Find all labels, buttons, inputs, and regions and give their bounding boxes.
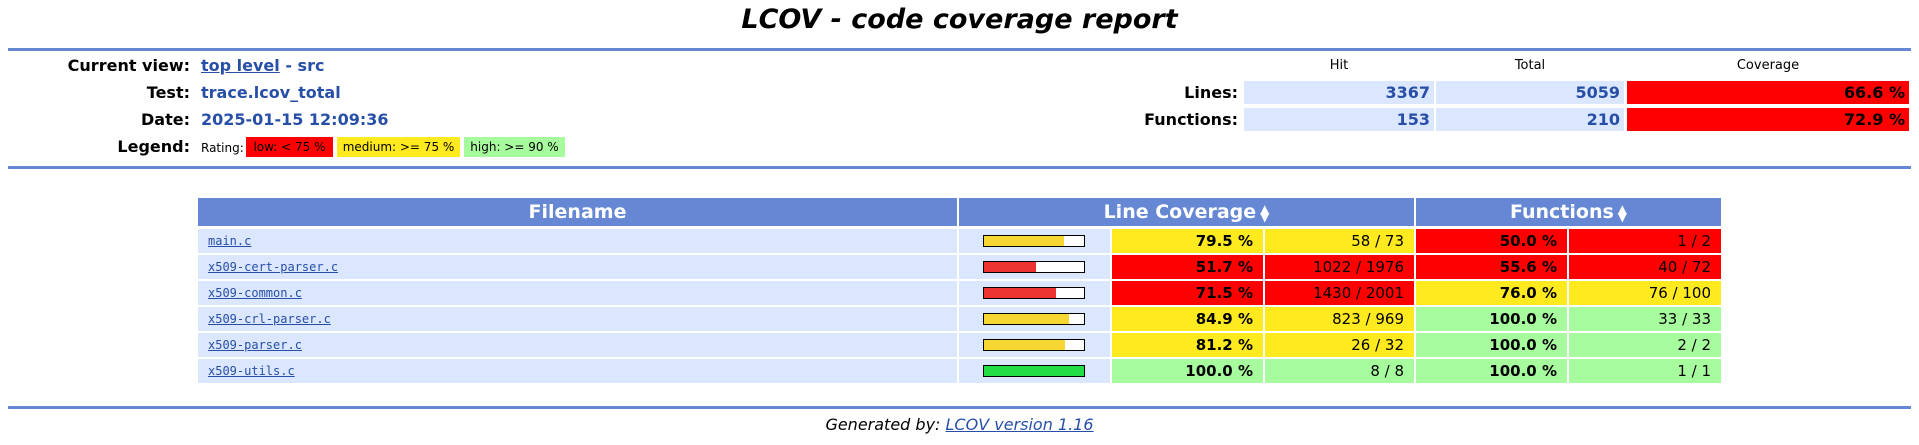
function-coverage-ratio: 1 / 1 bbox=[1569, 359, 1721, 383]
line-coverage-percent: 79.5 % bbox=[1112, 229, 1263, 253]
current-view-path: - src bbox=[279, 56, 325, 75]
coverage-bar bbox=[983, 339, 1085, 351]
function-coverage-percent: 55.6 % bbox=[1416, 255, 1567, 279]
summary-lines-coverage: 66.6 % bbox=[1627, 81, 1909, 104]
file-link[interactable]: x509-cert-parser.c bbox=[208, 260, 339, 274]
coverage-bar bbox=[983, 313, 1085, 325]
line-coverage-percent: 51.7 % bbox=[1112, 255, 1263, 279]
function-coverage-percent: 100.0 % bbox=[1416, 333, 1567, 357]
function-coverage-ratio: 40 / 72 bbox=[1569, 255, 1721, 279]
table-row-filename: x509-crl-parser.c bbox=[198, 307, 957, 331]
lcov-version-link[interactable]: LCOV version 1.16 bbox=[945, 415, 1094, 434]
legend-rating-label: Rating: bbox=[201, 141, 244, 155]
function-coverage-ratio: 1 / 2 bbox=[1569, 229, 1721, 253]
coverage-bar bbox=[983, 365, 1085, 377]
current-view-value: top level - src bbox=[201, 56, 324, 75]
file-link[interactable]: x509-common.c bbox=[208, 286, 302, 300]
page-title: LCOV - code coverage report bbox=[741, 4, 1178, 35]
table-row-filename: x509-parser.c bbox=[198, 333, 957, 357]
coverage-bar-fill bbox=[984, 366, 1084, 376]
sort-icon[interactable]: ▲ ▼ bbox=[1617, 201, 1628, 224]
summary-functions-hit: 153 bbox=[1244, 108, 1434, 131]
filename-header: Filename bbox=[198, 198, 957, 226]
line-coverage-percent: 71.5 % bbox=[1112, 281, 1263, 305]
coverage-bar-cell bbox=[959, 281, 1110, 305]
line-coverage-ratio: 1022 / 1976 bbox=[1265, 255, 1414, 279]
coverage-bar-fill bbox=[984, 340, 1066, 350]
coverage-bar-cell bbox=[959, 255, 1110, 279]
date-label: Date: bbox=[141, 110, 190, 129]
function-coverage-ratio: 33 / 33 bbox=[1569, 307, 1721, 331]
line-coverage-ratio: 26 / 32 bbox=[1265, 333, 1414, 357]
functions-header[interactable]: Functions ▲ ▼ bbox=[1416, 198, 1721, 226]
summary-functions-coverage: 72.9 % bbox=[1627, 108, 1909, 131]
table-row-filename: x509-cert-parser.c bbox=[198, 255, 957, 279]
function-coverage-percent: 100.0 % bbox=[1416, 359, 1567, 383]
coverage-bar-cell bbox=[959, 359, 1110, 383]
file-link[interactable]: x509-utils.c bbox=[208, 364, 295, 378]
line-coverage-header[interactable]: Line Coverage ▲ ▼ bbox=[959, 198, 1414, 226]
functions-header-label: Functions bbox=[1509, 201, 1614, 223]
line-coverage-ratio: 1430 / 2001 bbox=[1265, 281, 1414, 305]
footer: Generated by: LCOV version 1.16 bbox=[0, 415, 1919, 434]
coverage-bar-cell bbox=[959, 229, 1110, 253]
function-coverage-percent: 50.0 % bbox=[1416, 229, 1567, 253]
summary-functions-total: 210 bbox=[1436, 108, 1624, 131]
line-coverage-ratio: 823 / 969 bbox=[1265, 307, 1414, 331]
top-level-link[interactable]: top level bbox=[201, 56, 280, 75]
line-coverage-header-label: Line Coverage bbox=[1103, 201, 1257, 223]
date-value: 2025-01-15 12:09:36 bbox=[201, 110, 389, 129]
summary-functions-label: Functions: bbox=[1144, 110, 1238, 129]
file-link[interactable]: x509-parser.c bbox=[208, 338, 302, 352]
coverage-bar bbox=[983, 261, 1085, 273]
table-row-filename: main.c bbox=[198, 229, 957, 253]
line-coverage-ratio: 58 / 73 bbox=[1265, 229, 1414, 253]
function-coverage-percent: 100.0 % bbox=[1416, 307, 1567, 331]
coverage-bar-fill bbox=[984, 288, 1056, 298]
sort-icon[interactable]: ▲ ▼ bbox=[1260, 201, 1270, 224]
table-row-filename: x509-common.c bbox=[198, 281, 957, 305]
line-coverage-percent: 81.2 % bbox=[1112, 333, 1263, 357]
current-view-label: Current view: bbox=[67, 56, 190, 75]
function-coverage-ratio: 2 / 2 bbox=[1569, 333, 1721, 357]
legend-low-badge: low: < 75 % bbox=[246, 137, 333, 157]
footer-text: Generated by: bbox=[825, 415, 946, 434]
line-coverage-percent: 84.9 % bbox=[1112, 307, 1263, 331]
function-coverage-percent: 76.0 % bbox=[1416, 281, 1567, 305]
coverage-bar bbox=[983, 287, 1085, 299]
function-coverage-ratio: 76 / 100 bbox=[1569, 281, 1721, 305]
line-coverage-percent: 100.0 % bbox=[1112, 359, 1263, 383]
test-value: trace.lcov_total bbox=[201, 83, 341, 102]
coverage-bar-cell bbox=[959, 333, 1110, 357]
table-row-filename: x509-utils.c bbox=[198, 359, 957, 383]
summary-lines-total: 5059 bbox=[1436, 81, 1624, 104]
test-label: Test: bbox=[146, 83, 190, 102]
summary-coverage-header: Coverage bbox=[1736, 58, 1800, 73]
file-link[interactable]: x509-crl-parser.c bbox=[208, 312, 331, 326]
summary-lines-label: Lines: bbox=[1184, 83, 1238, 102]
legend-medium-badge: medium: >= 75 % bbox=[337, 137, 460, 157]
legend-high-badge: high: >= 90 % bbox=[464, 137, 565, 157]
summary-lines-hit: 3367 bbox=[1244, 81, 1434, 104]
file-link[interactable]: main.c bbox=[208, 234, 252, 248]
bottom-rule bbox=[8, 406, 1911, 409]
coverage-bar-fill bbox=[984, 262, 1036, 272]
summary-total-header: Total bbox=[1514, 58, 1546, 73]
middle-rule bbox=[8, 166, 1911, 169]
legend-label: Legend: bbox=[117, 137, 190, 156]
coverage-bar-cell bbox=[959, 307, 1110, 331]
coverage-bar bbox=[983, 235, 1085, 247]
top-rule bbox=[8, 48, 1911, 51]
summary-hit-header: Hit bbox=[1329, 58, 1349, 73]
coverage-bar-fill bbox=[984, 236, 1064, 246]
coverage-bar-fill bbox=[984, 314, 1069, 324]
line-coverage-ratio: 8 / 8 bbox=[1265, 359, 1414, 383]
